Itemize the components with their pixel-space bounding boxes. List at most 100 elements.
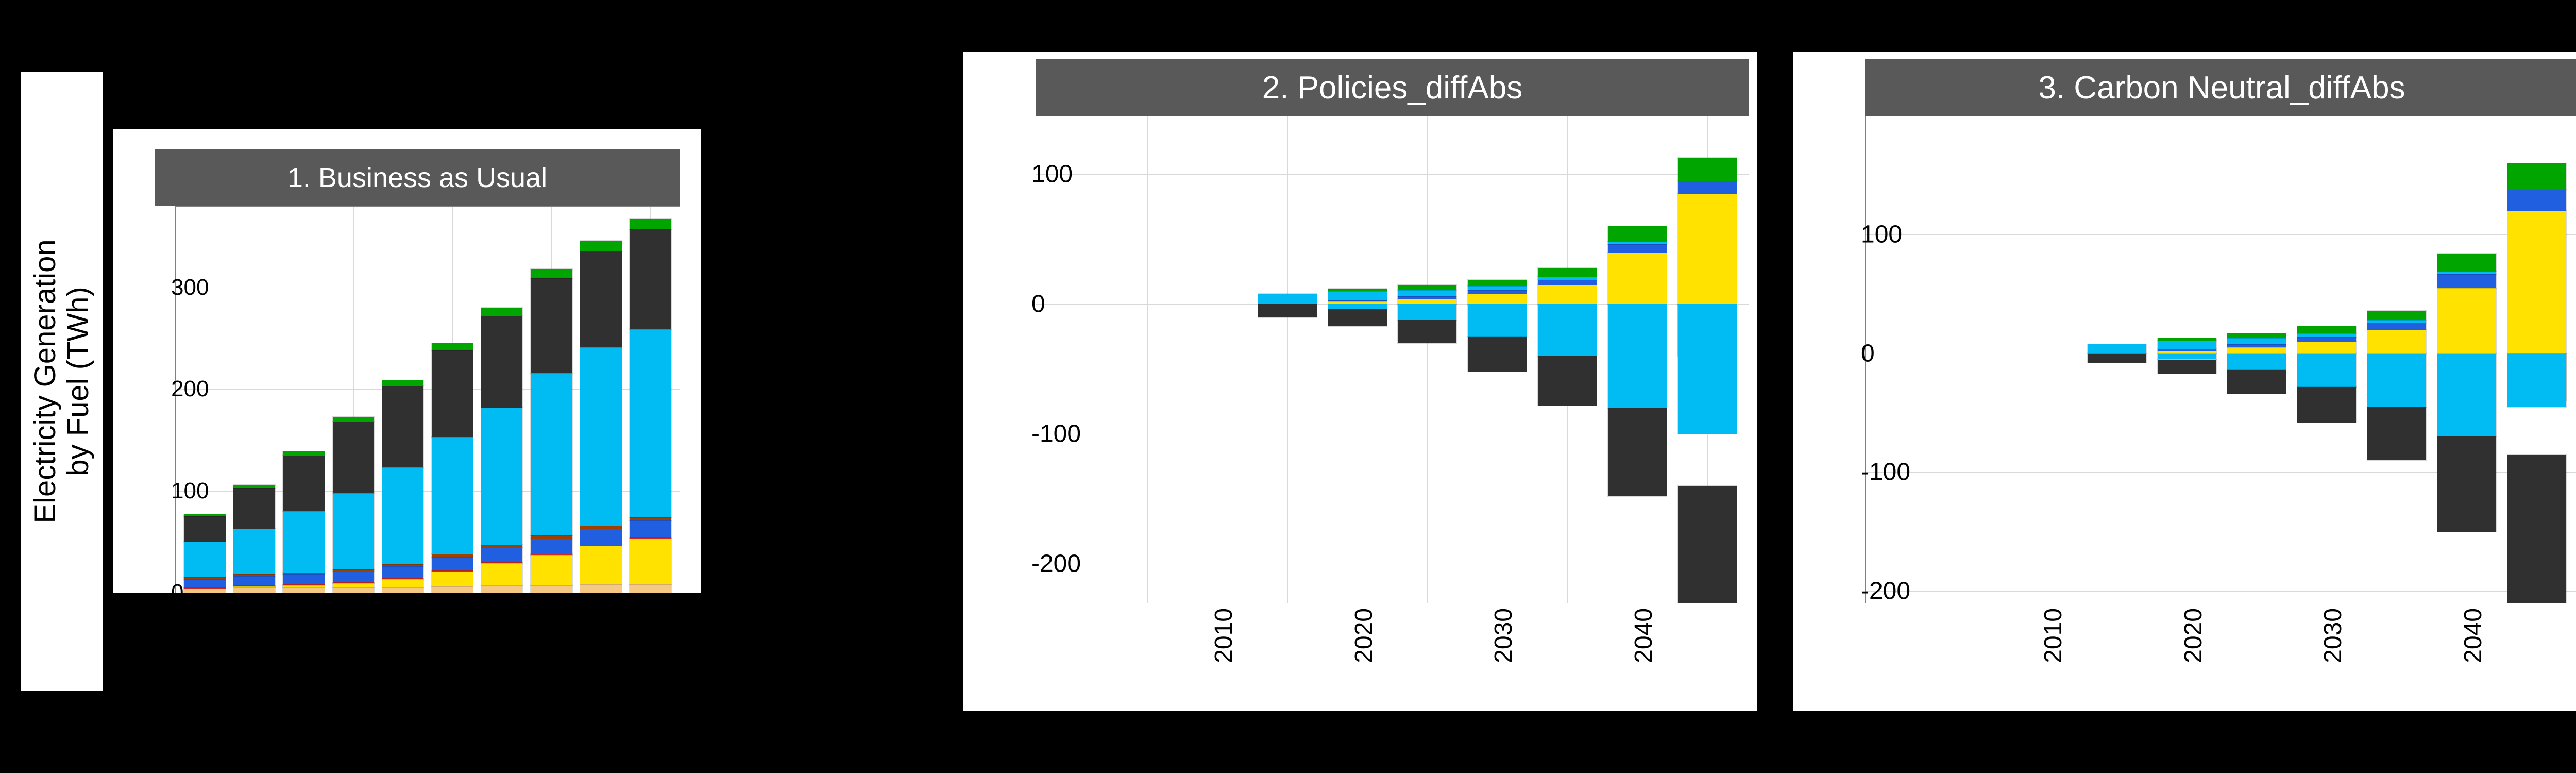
y-tick-label: 300 — [171, 275, 175, 300]
bar-segment — [2367, 330, 2426, 354]
bar-segment — [531, 539, 572, 554]
facet-title: 1. Business as Usual — [155, 149, 680, 206]
bar-segment — [2507, 190, 2566, 211]
bar-segment — [531, 535, 572, 539]
bar-segment — [1538, 277, 1597, 279]
bar-segment — [481, 562, 523, 563]
bar-segment — [2088, 354, 2146, 363]
bar-segment — [1608, 244, 1667, 252]
bar-segment — [2158, 341, 2216, 349]
y-tick-label: -100 — [1031, 420, 1036, 448]
x-tick-label: 2010 — [312, 598, 337, 648]
x-tick-label: 2030 — [2319, 608, 2348, 663]
bar-segment — [283, 584, 325, 585]
bar-segment — [630, 584, 671, 593]
bar-segment — [2297, 387, 2356, 423]
facet-title: 3. Carbon Neutral_diffAbs — [1865, 59, 2576, 116]
bar-segment — [2507, 211, 2566, 354]
bar-segment — [580, 251, 622, 348]
bar-segment — [382, 380, 424, 386]
bar-segment — [233, 585, 275, 586]
bar-segment — [283, 585, 325, 587]
bar-segment — [283, 456, 325, 512]
bar-segment — [1468, 290, 1527, 294]
bar-segment — [1538, 280, 1597, 285]
bar-segment — [184, 542, 226, 577]
bar-segment — [1608, 226, 1667, 242]
bar-segment — [1398, 304, 1456, 320]
bar-segment — [184, 516, 226, 542]
facet-title: 2. Policies_diffAbs — [1036, 59, 1749, 116]
bar-segment — [1538, 268, 1597, 277]
bar-segment — [432, 586, 473, 593]
bar-segment — [2437, 274, 2496, 289]
bar-segment — [283, 451, 325, 456]
bar-segment — [333, 587, 375, 593]
bar-segment — [2367, 407, 2426, 461]
bar-segment — [580, 546, 622, 584]
bar-segment — [184, 514, 226, 516]
bar-segment — [432, 554, 473, 557]
bar-segment — [531, 554, 572, 555]
bar-segment — [233, 488, 275, 529]
bar-segment — [1608, 242, 1667, 244]
bar-segment — [2367, 320, 2426, 323]
bar-segment — [283, 511, 325, 572]
bar-segment — [382, 579, 424, 587]
x-tick-label: 2020 — [411, 598, 436, 648]
bar-segment — [1398, 320, 1456, 343]
y-tick-label: 200 — [171, 376, 175, 402]
bar-segment — [2507, 163, 2566, 190]
bar-segment — [2158, 360, 2216, 374]
bar-segment — [382, 578, 424, 579]
x-tick-label: 2040 — [2459, 608, 2487, 663]
bar-segment — [2227, 344, 2286, 348]
bar-segment — [630, 517, 671, 520]
bar-segment — [333, 582, 375, 583]
x-tick-label: 2010 — [1210, 608, 1238, 663]
bar-segment — [2437, 436, 2496, 531]
y-tick-label: 0 — [1861, 339, 1865, 367]
bar-segment — [2437, 288, 2496, 354]
y-tick-label: -200 — [1031, 550, 1036, 578]
bar-segment — [580, 584, 622, 593]
x-tick-label: 2020 — [2179, 608, 2208, 663]
bar-segment — [283, 573, 325, 575]
bar-segment — [283, 574, 325, 584]
bar-segment — [382, 564, 424, 566]
bar-segment — [1398, 296, 1456, 299]
bar-segment — [1398, 290, 1456, 297]
bar-segment — [1398, 299, 1456, 304]
bar-segment — [1468, 294, 1527, 304]
bar-segment — [630, 329, 671, 517]
y-tick-label: 100 — [1031, 160, 1036, 189]
bar-segment — [333, 572, 375, 583]
bar-segment — [1468, 280, 1527, 287]
bar-segment — [1468, 337, 1527, 372]
bar-segment — [432, 570, 473, 572]
bar-segment — [333, 583, 375, 587]
y-tick-label: -100 — [1861, 458, 1865, 486]
bar-segment — [2507, 354, 2566, 401]
bar-segment — [1468, 286, 1527, 290]
bar-segment — [233, 587, 275, 593]
bar-segment — [630, 229, 671, 329]
bar-segment — [333, 422, 375, 493]
gridline — [1287, 116, 1288, 603]
bar-segment — [531, 269, 572, 278]
bar-segment — [1678, 194, 1737, 304]
bar-segment — [382, 566, 424, 579]
x-tick-label: 2020 — [1350, 608, 1378, 663]
bar-segment — [2088, 344, 2146, 354]
bar-segment — [184, 577, 226, 579]
bar-segment — [233, 586, 275, 587]
x-tick-label: 2030 — [510, 598, 535, 648]
bar-segment — [2437, 354, 2496, 436]
gridline — [1147, 116, 1148, 603]
bar-segment — [2227, 347, 2286, 354]
bar-segment — [432, 343, 473, 350]
gridline — [1036, 174, 1749, 175]
bar-segment — [1678, 158, 1737, 181]
x-tick-label: 2040 — [1630, 608, 1658, 663]
bar-segment — [1608, 253, 1667, 305]
